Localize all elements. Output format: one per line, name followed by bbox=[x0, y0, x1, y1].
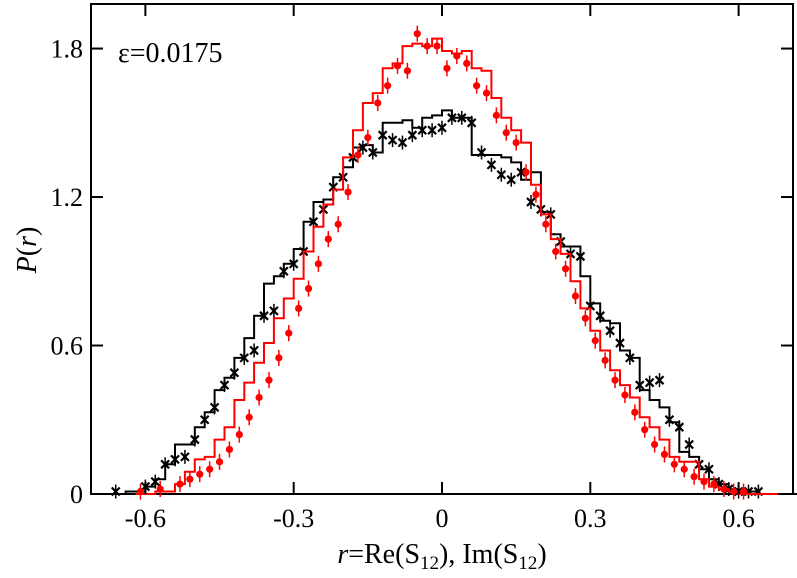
series-3 bbox=[136, 25, 748, 500]
data-point-dot bbox=[255, 393, 263, 402]
data-point-dot bbox=[601, 356, 609, 364]
y-label-p: P bbox=[12, 256, 43, 274]
data-point-dot bbox=[344, 188, 352, 196]
x-tick-label: 0 bbox=[436, 504, 449, 533]
y-tick-label: 1.2 bbox=[51, 183, 84, 212]
data-point-dot bbox=[334, 220, 342, 228]
data-point-dot bbox=[374, 99, 382, 107]
data-point-dot bbox=[532, 190, 540, 199]
data-point-dot bbox=[314, 260, 323, 268]
data-point-dot bbox=[384, 82, 392, 90]
data-point-dot bbox=[156, 485, 164, 493]
y-tick-label: 1.8 bbox=[51, 35, 84, 64]
y-label-close: ) bbox=[12, 227, 43, 236]
data-point-dot bbox=[275, 354, 283, 362]
data-point-dot bbox=[196, 470, 204, 478]
data-point-dot bbox=[403, 67, 411, 75]
data-point-dot bbox=[186, 475, 194, 483]
y-label-open: ( bbox=[12, 247, 43, 256]
data-point-dot bbox=[176, 480, 184, 488]
data-point-dot bbox=[581, 314, 589, 322]
x-label-end: ) bbox=[537, 539, 546, 570]
data-point-dot bbox=[690, 473, 698, 481]
data-point-dot bbox=[522, 168, 530, 176]
data-point-dot bbox=[591, 336, 599, 345]
data-point-dot bbox=[720, 485, 728, 493]
x-label-sub1: 12 bbox=[420, 553, 439, 574]
data-point-dot bbox=[542, 220, 550, 228]
data-point-dot bbox=[443, 64, 451, 72]
step-line bbox=[105, 109, 797, 495]
data-point-dot bbox=[265, 376, 273, 384]
data-point-dot bbox=[482, 89, 491, 97]
y-axis-label: P(r) bbox=[12, 227, 43, 275]
x-ticks: -0.6 -0.3 0 0.3 0.6 bbox=[125, 4, 755, 533]
y-ticks: 0 0.6 1.2 1.8 bbox=[51, 35, 793, 509]
data-point-dot bbox=[423, 42, 431, 50]
data-point-dot bbox=[561, 265, 570, 273]
data-point-dot bbox=[680, 465, 688, 473]
data-point-dot bbox=[245, 413, 253, 421]
step-line bbox=[135, 37, 779, 495]
data-point-dot bbox=[433, 42, 441, 50]
data-point-dot bbox=[571, 292, 580, 300]
data-point-dot bbox=[413, 30, 421, 38]
data-point-dot bbox=[393, 62, 402, 70]
y-label-r: r bbox=[12, 236, 43, 247]
data-point-dot bbox=[324, 235, 332, 243]
data-point-dot bbox=[473, 82, 481, 90]
data-point-dot bbox=[235, 431, 243, 439]
data-point-dot bbox=[295, 304, 303, 312]
data-point-dot bbox=[354, 151, 362, 159]
annotation-epsilon: ε=0.0175 bbox=[118, 38, 223, 69]
data-point-dot bbox=[650, 440, 659, 449]
data-point-dot bbox=[710, 480, 718, 488]
data-point-dot bbox=[670, 460, 678, 468]
x-tick-label: 0.6 bbox=[722, 504, 755, 533]
series-2 bbox=[135, 37, 779, 495]
x-label-r: r bbox=[337, 539, 348, 570]
x-label-eq: =Re(S bbox=[348, 539, 420, 570]
data-point-dot bbox=[206, 465, 214, 473]
data-point-dot bbox=[739, 487, 748, 496]
x-axis-label: r=Re(S12), Im(S12) bbox=[337, 539, 546, 574]
plot-frame bbox=[90, 3, 794, 495]
data-point-dot bbox=[611, 376, 619, 384]
data-point-dot bbox=[492, 111, 500, 119]
data-point-dot bbox=[631, 408, 639, 416]
series-0 bbox=[105, 109, 797, 495]
data-point-dot bbox=[512, 138, 520, 147]
x-tick-label: -0.6 bbox=[125, 504, 166, 533]
x-tick-label: -0.3 bbox=[273, 504, 314, 533]
x-label-sub2: 12 bbox=[518, 553, 537, 574]
data-point-dot bbox=[700, 478, 708, 486]
data-point-dot bbox=[453, 52, 461, 60]
data-point-dot bbox=[364, 134, 372, 142]
data-point-dot bbox=[215, 458, 224, 466]
data-point-dot bbox=[502, 129, 510, 137]
data-point-dot bbox=[285, 329, 293, 337]
data-point-dot bbox=[304, 284, 313, 293]
x-label-mid: ), Im(S bbox=[439, 539, 518, 570]
y-tick-label: 0.6 bbox=[51, 332, 84, 361]
data-point-dot bbox=[225, 445, 234, 454]
data-point-dot bbox=[641, 426, 649, 434]
data-point-dot bbox=[136, 487, 145, 496]
data-point-dot bbox=[730, 487, 738, 496]
data-point-dot bbox=[463, 59, 471, 67]
data-point-dot bbox=[552, 247, 560, 256]
series-layer bbox=[105, 25, 797, 500]
data-point-dot bbox=[621, 391, 629, 399]
data-point-dot bbox=[660, 450, 669, 459]
y-tick-label: 0 bbox=[70, 480, 83, 509]
x-tick-label: 0.3 bbox=[574, 504, 607, 533]
